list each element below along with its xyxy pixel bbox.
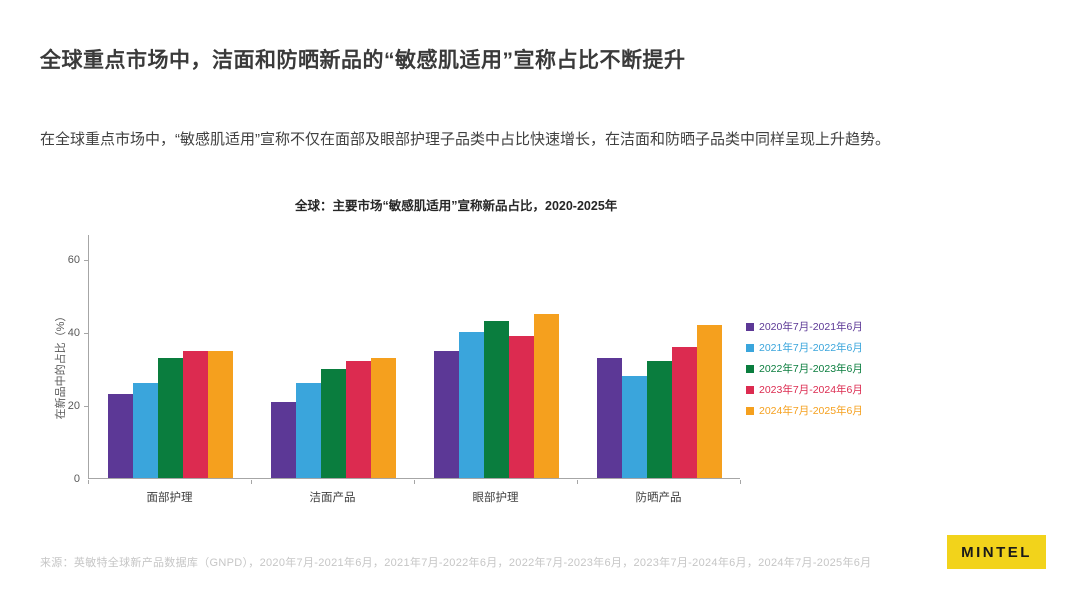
bar-眼部护理-series4 <box>509 336 534 478</box>
bar-洁面产品-series2 <box>296 383 321 478</box>
y-tick-mark <box>84 333 88 335</box>
bar-洁面产品-series4 <box>346 361 371 478</box>
legend-item-1: 2020年7月-2021年6月 <box>746 316 863 337</box>
legend-label: 2024年7月-2025年6月 <box>759 405 863 417</box>
bar-眼部护理-series2 <box>459 332 484 478</box>
x-category-label: 防晒产品 <box>635 492 682 504</box>
bar-眼部护理-series1 <box>434 351 459 478</box>
legend-item-4: 2023年7月-2024年6月 <box>746 379 863 400</box>
bar-面部护理-series4 <box>183 351 208 478</box>
legend-swatch-icon <box>746 364 754 373</box>
y-axis-label: 在新品中的占比（%） <box>55 310 67 420</box>
page-title: 全球重点市场中，洁面和防晒新品的“敏感肌适用”宣称占比不断提升 <box>40 49 686 72</box>
y-tick-label: 40 <box>67 327 80 340</box>
bar-防晒产品-series5 <box>697 325 722 478</box>
chart-title: 全球：主要市场“敏感肌适用”宣称新品占比，2020-2025年 <box>295 199 618 213</box>
legend-swatch-icon <box>746 322 754 331</box>
legend-swatch-icon <box>746 406 754 415</box>
legend-label: 2023年7月-2024年6月 <box>759 384 863 396</box>
legend: 2020年7月-2021年6月 2021年7月-2022年6月 2022年7月-20… <box>746 316 863 421</box>
bar-防晒产品-series3 <box>647 361 672 478</box>
x-category-label: 面部护理 <box>146 492 193 504</box>
bar-洁面产品-series5 <box>371 358 396 478</box>
legend-label: 2022年7月-2023年6月 <box>759 363 863 375</box>
bar-防晒产品-series4 <box>672 347 697 478</box>
bar-洁面产品-series1 <box>271 402 296 478</box>
y-tick-mark <box>84 260 88 262</box>
legend-label: 2020年7月-2021年6月 <box>759 321 863 333</box>
bar-面部护理-series3 <box>158 358 183 478</box>
x-category-label: 洁面产品 <box>309 492 356 504</box>
legend-item-3: 2022年7月-2023年6月 <box>746 358 863 379</box>
bar-眼部护理-series3 <box>484 321 509 478</box>
y-tick-label: 60 <box>67 254 80 267</box>
source-note: 来源：英敏特全球新产品数据库（GNPD），2020年7月-2021年6月，202… <box>40 557 872 569</box>
mintel-logo: MINTEL <box>947 535 1046 569</box>
x-tick-mark <box>577 480 578 484</box>
bar-面部护理-series2 <box>133 383 158 478</box>
legend-swatch-icon <box>746 385 754 394</box>
bar-防晒产品-series1 <box>597 358 622 478</box>
legend-item-5: 2024年7月-2025年6月 <box>746 400 863 421</box>
y-tick-mark <box>84 406 88 408</box>
y-tick-label: 20 <box>67 400 80 413</box>
x-tick-mark <box>251 480 252 484</box>
bar-面部护理-series1 <box>108 394 133 478</box>
x-tick-mark <box>88 480 89 484</box>
x-category-label: 眼部护理 <box>472 492 519 504</box>
legend-label: 2021年7月-2022年6月 <box>759 342 863 354</box>
bar-防晒产品-series2 <box>622 376 647 478</box>
y-tick-label: 0 <box>73 473 80 485</box>
body-text: 在全球重点市场中，“敏感肌适用”宣称不仅在面部及眼部护理子品类中占比快速增长，在… <box>40 131 890 148</box>
x-tick-mark <box>740 480 741 484</box>
bar-面部护理-series5 <box>208 351 233 478</box>
bar-眼部护理-series5 <box>534 314 559 478</box>
legend-item-2: 2021年7月-2022年6月 <box>746 337 863 358</box>
bar-洁面产品-series3 <box>321 369 346 478</box>
legend-swatch-icon <box>746 343 754 352</box>
x-tick-mark <box>414 480 415 484</box>
plot-area <box>88 235 740 479</box>
